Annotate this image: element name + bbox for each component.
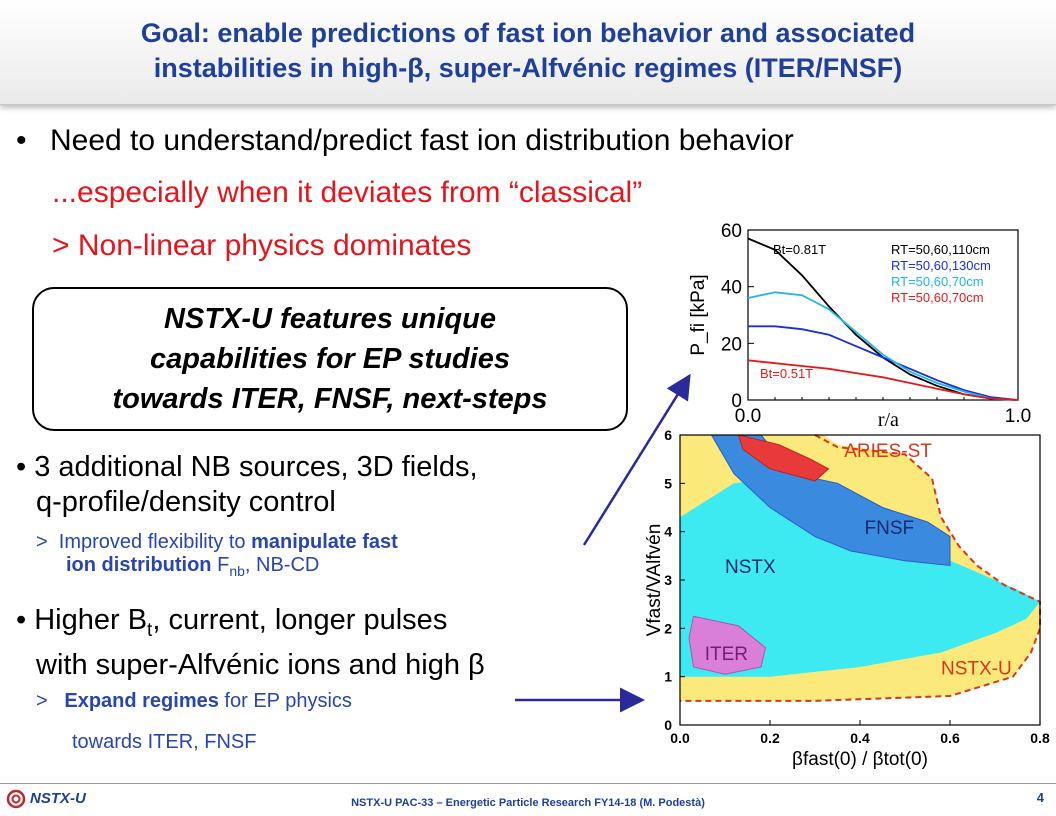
bullet-dot: • [16, 124, 27, 157]
y-axis-label: P_fi [kPa] [688, 274, 709, 355]
y-axis-label: Vfast/VAlfvén [644, 524, 665, 637]
regime-chart: 0 1 2 3 4 5 6 0.0 0.2 0.4 0.6 0.8 βfast(0) / βtot(0)… [640, 425, 1056, 783]
title-line-2: instabilities in high-β, super-Alfvénic … [153, 53, 903, 83]
y-tick-label: 1 [664, 669, 672, 685]
bullet-2-sub-f: , NB-CD [244, 554, 320, 576]
bullet-2-sub-c: ion distribution [66, 554, 212, 576]
bullet-dot: • [16, 604, 35, 636]
region-aries-st [737, 434, 830, 482]
x-axis-label: r/a [878, 409, 899, 430]
pressure-profile-svg: 0 20 40 60 0.0 1.0 r/a P_fi [kPa] Bt=0.81T Bt=0.5… [688, 221, 1031, 431]
callout-box: NSTX-U features unique capabilities for … [32, 287, 628, 431]
annotation-bt-051: Bt=0.51T [760, 366, 813, 381]
bullet-2-sub-e: nb [229, 563, 245, 579]
y-tick-label: 0 [731, 391, 742, 412]
region-nstx [680, 478, 1040, 677]
nstx-logo-icon [6, 789, 26, 809]
sub-marker: > [36, 690, 65, 712]
slide-title: Goal: enable predictions of fast ion beh… [20, 16, 1036, 86]
bullet-3-sub-a: Expand regimes [64, 690, 219, 712]
bullet-2-line-1: 3 additional NB sources, 3D fields, [34, 451, 478, 483]
y-tick-label: 6 [664, 427, 672, 443]
x-tick-label: 1.0 [1005, 406, 1031, 427]
y-tick-label: 4 [664, 524, 672, 540]
x-tick-label: 0.0 [735, 406, 761, 427]
bullet-2: • 3 additional NB sources, 3D fields, q-… [16, 450, 478, 520]
region-label: FNSF [865, 518, 915, 539]
bullet-1-sub-2: > Non-linear physics dominates [52, 229, 472, 262]
nstx-u-boundary [680, 434, 1041, 702]
series-line [748, 325, 1019, 401]
x-axis-label: βfast(0) / βtot(0) [792, 749, 928, 770]
bullet-3-c: , current, longer pulses [152, 604, 448, 636]
y-tick-label: 5 [664, 475, 672, 491]
title-line-1: Goal: enable predictions of fast ion beh… [140, 18, 916, 48]
bullet-3-a: Higher B [34, 604, 148, 636]
series-line [747, 359, 1019, 401]
bullet-2-sub-d: F [211, 554, 230, 576]
annotation-bt-081: Bt=0.81T [773, 242, 826, 257]
bullet-3: • Higher Bt, current, longer pulses with… [16, 603, 485, 683]
x-tick-label: 0.6 [940, 730, 960, 746]
x-tick-label: 0.2 [760, 730, 780, 746]
footer-divider [0, 783, 1056, 784]
arrow-to-pressure-plot [582, 373, 691, 546]
callout-line-2: capabilities for EP studies [150, 343, 510, 375]
y-tick-label: 60 [721, 221, 742, 242]
series-line [747, 291, 1019, 401]
region-iter [688, 615, 767, 675]
bullet-2-line-2: q-profile/density control [36, 486, 336, 518]
y-tick-label: 40 [721, 278, 742, 299]
page-number: 4 [1036, 790, 1044, 805]
bullet-dot: • [16, 451, 35, 483]
pressure-profile-chart: 0 20 40 60 0.0 1.0 r/a P_fi [kPa] Bt=0.81T Bt=0.5… [668, 220, 1056, 431]
bullet-3-sub-line-2: towards ITER, FNSF [72, 731, 257, 753]
footer-text: NSTX-U PAC-33 – Energetic Particle Resea… [351, 797, 705, 809]
x-tick-label: 0.8 [1030, 730, 1050, 746]
x-tick-label: 0.4 [850, 730, 870, 746]
bullet-1-text: Need to understand/predict fast ion dist… [50, 124, 794, 157]
callout-line-1: NSTX-U features unique [164, 303, 496, 335]
plot-frame [747, 229, 1019, 401]
callout-line-3: towards ITER, FNSF, next-steps [112, 383, 548, 415]
title-bar [0, 0, 1056, 105]
legend-entry: RT=50,60,130cm [891, 258, 991, 273]
region-label: NSTX [725, 557, 776, 578]
region-label: ITER [705, 644, 748, 665]
bullet-1: • Need to understand/predict fast ion dis… [16, 124, 794, 158]
bullet-3-sub: > Expand regimes for EP physics [36, 690, 352, 713]
region-label: NSTX-U [941, 658, 1012, 679]
y-tick-label: 20 [721, 334, 742, 355]
regime-svg: 0 1 2 3 4 5 6 0.0 0.2 0.4 0.6 0.8 βfast(0) / βtot(0)… [644, 427, 1050, 770]
bullet-3-line-2: with super-Alfvénic ions and high β [36, 648, 485, 681]
bullet-1-sub-1: ...especially when it deviates from “cla… [52, 176, 643, 209]
region-label: ARIES-ST [844, 441, 932, 462]
bullet-3-b: t [147, 619, 153, 641]
y-tick-label: 2 [664, 620, 672, 636]
y-tick-label: 0 [664, 717, 672, 733]
y-tick-label: 3 [664, 572, 672, 588]
nstx-logo-text: NSTX-U [30, 790, 86, 807]
legend-entry: RT=50,60,110cm [891, 242, 990, 257]
legend-entry: RT=50,60,70cm [891, 274, 984, 289]
bullet-2-sub-b: manipulate fast [251, 531, 398, 553]
bullet-2-sub: > Improved flexibility to manipulate fas… [36, 531, 398, 583]
sub-marker: > [36, 531, 59, 553]
legend-entry: RT=50,60,70cm [891, 290, 984, 305]
bullet-2-sub-a: Improved flexibility to [58, 531, 252, 553]
x-tick-label: 0.0 [670, 730, 690, 746]
bullet-3-sub-b: for EP physics [218, 690, 352, 712]
